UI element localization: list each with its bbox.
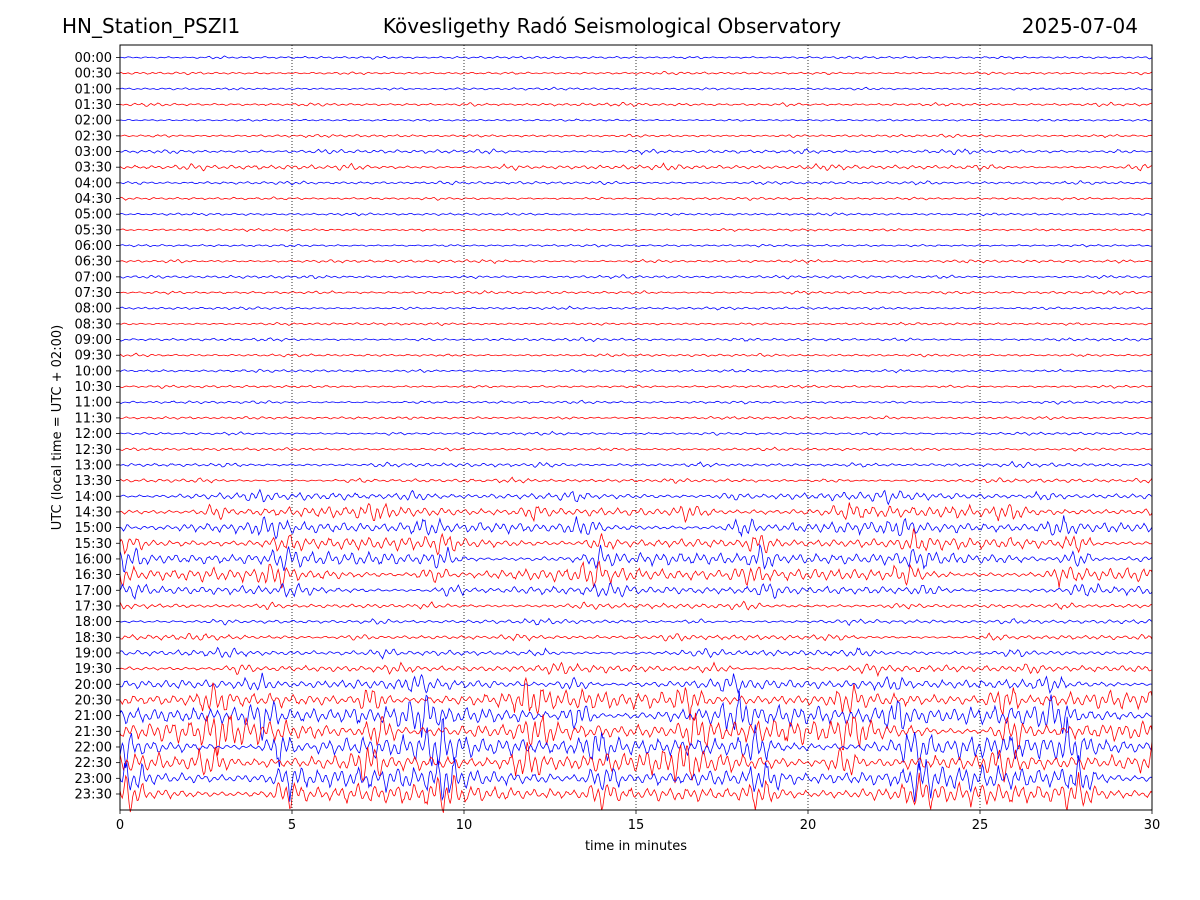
trace-1630 xyxy=(119,560,1153,589)
y-tick-label: 00:30 xyxy=(75,67,112,82)
y-tick-label: 13:30 xyxy=(75,474,112,489)
y-tick-label: 02:00 xyxy=(75,114,112,129)
y-tick-label: 01:30 xyxy=(75,98,112,113)
y-tick-label: 05:00 xyxy=(75,208,112,223)
trace-1430 xyxy=(119,502,1153,524)
y-tick-label: 15:00 xyxy=(75,521,112,536)
y-tick-label: 13:00 xyxy=(75,458,112,473)
y-tick-label: 03:00 xyxy=(75,145,112,160)
y-tick-label: 20:30 xyxy=(75,693,112,708)
y-tick-label: 11:30 xyxy=(75,411,112,426)
trace-0930 xyxy=(119,352,1153,358)
y-tick-label: 23:00 xyxy=(75,772,112,787)
y-tick-label: 19:30 xyxy=(75,662,112,677)
chart-date: 2025-07-04 xyxy=(1021,14,1138,38)
y-tick-label: 10:30 xyxy=(75,380,112,395)
y-tick-label: 09:30 xyxy=(75,349,112,364)
y-tick-label: 12:30 xyxy=(75,443,112,458)
y-tick-label: 05:30 xyxy=(75,223,112,238)
trace-1300 xyxy=(119,460,1153,469)
y-tick-label: 00:00 xyxy=(75,51,112,66)
y-tick-label: 03:30 xyxy=(75,161,112,176)
y-tick-label: 18:30 xyxy=(75,631,112,646)
y-tick-label: 06:30 xyxy=(75,255,112,270)
y-tick-label: 08:00 xyxy=(75,302,112,317)
trace-0300 xyxy=(119,148,1153,156)
x-tick-label: 0 xyxy=(116,818,124,833)
x-tick-label: 10 xyxy=(456,818,473,833)
y-tick-label: 04:30 xyxy=(75,192,112,207)
y-tick-label: 15:30 xyxy=(75,537,112,552)
y-tick-label: 06:00 xyxy=(75,239,112,254)
y-tick-label: 18:00 xyxy=(75,615,112,630)
x-tick-label: 30 xyxy=(1144,818,1161,833)
trace-0830 xyxy=(119,321,1153,326)
trace-1500 xyxy=(119,515,1153,540)
y-tick-label: 12:00 xyxy=(75,427,112,442)
y-axis-label: UTC (local time = UTC + 02:00) xyxy=(50,325,65,530)
y-tick-label: 07:00 xyxy=(75,270,112,285)
trace-2030 xyxy=(119,676,1153,721)
trace-2200 xyxy=(119,716,1153,771)
x-tick-label: 25 xyxy=(972,818,989,833)
y-tick-label: 20:00 xyxy=(75,678,112,693)
y-tick-label: 22:00 xyxy=(75,740,112,755)
trace-0700 xyxy=(119,274,1153,280)
y-tick-label: 04:00 xyxy=(75,176,112,191)
y-tick-label: 09:00 xyxy=(75,333,112,348)
y-tick-label: 17:30 xyxy=(75,599,112,614)
y-tick-label: 01:00 xyxy=(75,82,112,97)
y-tick-label: 22:30 xyxy=(75,756,112,771)
trace-2300 xyxy=(119,755,1153,802)
trace-0100 xyxy=(119,86,1153,91)
x-axis-label: time in minutes xyxy=(585,839,687,854)
x-axis-ticks: 0 5 10 15 20 25 30 xyxy=(116,810,1160,833)
y-tick-label: 19:00 xyxy=(75,646,112,661)
trace-0030 xyxy=(119,70,1153,76)
y-tick-label: 21:30 xyxy=(75,725,112,740)
y-tick-label: 14:00 xyxy=(75,490,112,505)
trace-0330 xyxy=(119,162,1153,172)
y-tick-label: 21:00 xyxy=(75,709,112,724)
trace-1200 xyxy=(119,430,1153,436)
trace-1400 xyxy=(119,488,1153,506)
trace-0600 xyxy=(119,243,1153,248)
y-tick-label: 10:00 xyxy=(75,364,112,379)
trace-1530 xyxy=(119,527,1153,556)
y-tick-label: 02:30 xyxy=(75,129,112,144)
trace-1230 xyxy=(119,446,1153,452)
trace-0800 xyxy=(119,305,1153,311)
x-tick-label: 5 xyxy=(288,818,296,833)
x-tick-label: 15 xyxy=(628,818,645,833)
x-tick-label: 20 xyxy=(800,818,817,833)
trace-0630 xyxy=(119,258,1152,265)
y-tick-label: 11:00 xyxy=(75,396,112,411)
trace-2130 xyxy=(119,712,1153,756)
y-tick-label: 17:00 xyxy=(75,584,112,599)
y-tick-label: 08:30 xyxy=(75,317,112,332)
y-tick-label: 14:30 xyxy=(75,505,112,520)
trace-1030 xyxy=(119,384,1153,389)
y-tick-label: 16:30 xyxy=(75,568,112,583)
trace-1730 xyxy=(119,600,1153,611)
y-tick-label: 23:30 xyxy=(75,787,112,802)
y-tick-label: 16:00 xyxy=(75,552,112,567)
y-tick-label: 07:30 xyxy=(75,286,112,301)
y-axis-ticks: 00:0000:3001:0001:3002:0002:3003:0003:30… xyxy=(75,51,120,802)
trace-2230 xyxy=(119,740,1153,784)
trace-0530 xyxy=(119,228,1153,232)
station-name: HN_Station_PSZI1 xyxy=(62,14,241,38)
trace-0400 xyxy=(119,180,1153,186)
chart-title: Kövesligethy Radó Seismological Observat… xyxy=(382,14,842,38)
trace-1900 xyxy=(119,646,1153,660)
